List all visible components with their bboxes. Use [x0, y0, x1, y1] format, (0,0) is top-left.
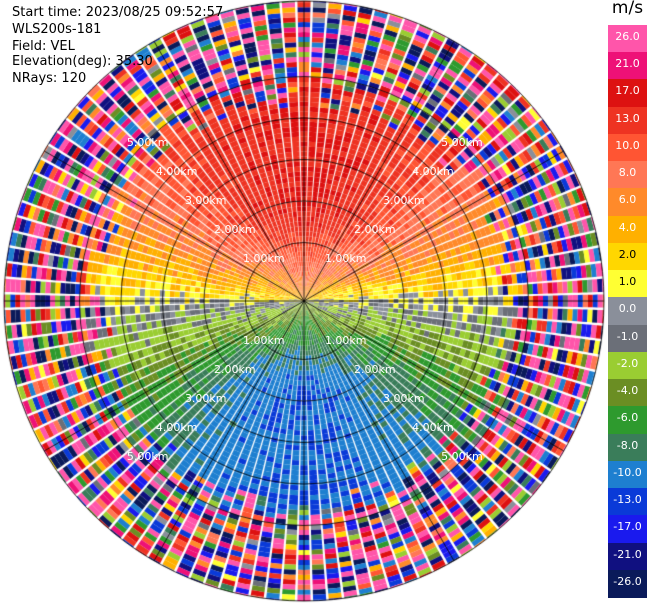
- colorbar-segment: [608, 324, 647, 353]
- colorbar-segment: [608, 242, 647, 272]
- colorbar-segment: [608, 25, 647, 54]
- ppi-velocity-plot: [0, 0, 606, 607]
- colorbar-segment: [608, 406, 647, 435]
- colorbar-tick-label: -30.0: [613, 602, 642, 615]
- range-ring-label: 5.00km: [126, 450, 169, 464]
- colorbar-tick-label: -2.0: [616, 356, 639, 370]
- range-ring-label: 1.00km: [324, 333, 367, 347]
- colorbar-segment: [608, 79, 647, 108]
- colorbar-segment: [608, 106, 647, 135]
- colorbar-tick-label: 17.0: [615, 84, 640, 98]
- colorbar-segment: [608, 188, 647, 217]
- colorbar-tick-label: -10.0: [613, 465, 642, 479]
- start-time-label: Start time: 2023/08/25 09:52:57: [12, 5, 224, 20]
- colorbar-tick-label: 1.0: [618, 275, 637, 289]
- range-ring-label: 3.00km: [184, 193, 227, 207]
- colorbar-tick-label: 10.0: [615, 138, 640, 152]
- range-ring-label: 1.00km: [243, 333, 285, 347]
- range-ring-label: 5.00km: [441, 135, 483, 149]
- colorbar-segment: [608, 215, 647, 244]
- range-ring-label: 3.00km: [383, 392, 425, 406]
- colorbar-segment: [608, 379, 647, 408]
- velocity-colorbar: 26.0 21.0 17.0 13.0 10.0 8.0 6.0 4.0 2.0 1.0 0.0 -1…: [608, 25, 647, 615]
- colorbar-segment: [608, 351, 647, 381]
- colorbar-tick-label: -17.0: [613, 520, 642, 534]
- range-ring-label: 3.00km: [184, 392, 227, 406]
- colorbar-segment: [608, 133, 647, 163]
- range-ring-label: 2.00km: [214, 363, 256, 376]
- colorbar-tick-label: -4.0: [616, 384, 639, 398]
- colorbar-tick-label: 4.0: [618, 220, 637, 234]
- colorbar-tick-label: 8.0: [618, 166, 637, 180]
- colorbar-segment: [608, 515, 647, 544]
- colorbar-segment: [608, 569, 647, 598]
- colorbar-tick-label: 26.0: [615, 30, 640, 43]
- range-ring-label: 4.00km: [412, 164, 454, 178]
- device-label: WLS200s-181: [12, 22, 102, 37]
- colorbar-tick-label: -6.0: [616, 411, 639, 425]
- colorbar-tick-label: 13.0: [615, 111, 640, 125]
- range-ring-label: 4.00km: [412, 421, 454, 435]
- colorbar-tick-label: -1.0: [616, 329, 639, 343]
- colorbar-segment: [608, 161, 647, 190]
- colorbar-tick-label: -8.0: [616, 438, 639, 452]
- colorbar-segment: [608, 52, 647, 81]
- colorbar-segment: [608, 297, 647, 326]
- range-ring-label: 2.00km: [214, 223, 256, 236]
- colorbar-segment: [608, 460, 647, 490]
- colorbar-segment: [608, 270, 647, 299]
- colorbar-tick-label: 21.0: [615, 57, 640, 71]
- nrays-label: NRays: 120: [12, 71, 87, 86]
- range-ring-label: 5.00km: [441, 450, 483, 464]
- colorbar-tick-label: 0.0: [618, 302, 637, 316]
- range-ring-label: 1.00km: [324, 252, 367, 266]
- field-label: Field: VEL: [12, 39, 75, 54]
- elevation-label: Elevation(deg): 35.30: [12, 54, 153, 69]
- range-ring-label: 4.00km: [155, 421, 198, 435]
- colorbar-tick-label: 6.0: [618, 193, 637, 207]
- colorbar-segment: [608, 488, 647, 517]
- range-ring-label: 5.00km: [126, 135, 169, 149]
- range-ring-label: 4.00km: [155, 164, 198, 178]
- range-ring-label: 3.00km: [383, 193, 425, 207]
- colorbar-tick-label: -26.0: [613, 574, 642, 588]
- colorbar-segment: [608, 433, 647, 462]
- colorbar-tick-label: -21.0: [613, 547, 642, 561]
- range-ring-label: 2.00km: [354, 223, 396, 236]
- range-ring-label: 1.00km: [243, 252, 285, 266]
- colorbar-tick-label: -13.0: [613, 493, 642, 507]
- colorbar-unit: m/s: [611, 0, 644, 18]
- range-ring-label: 2.00km: [354, 363, 396, 376]
- colorbar-segment: [608, 542, 647, 571]
- colorbar-tick-label: 2.0: [618, 247, 637, 261]
